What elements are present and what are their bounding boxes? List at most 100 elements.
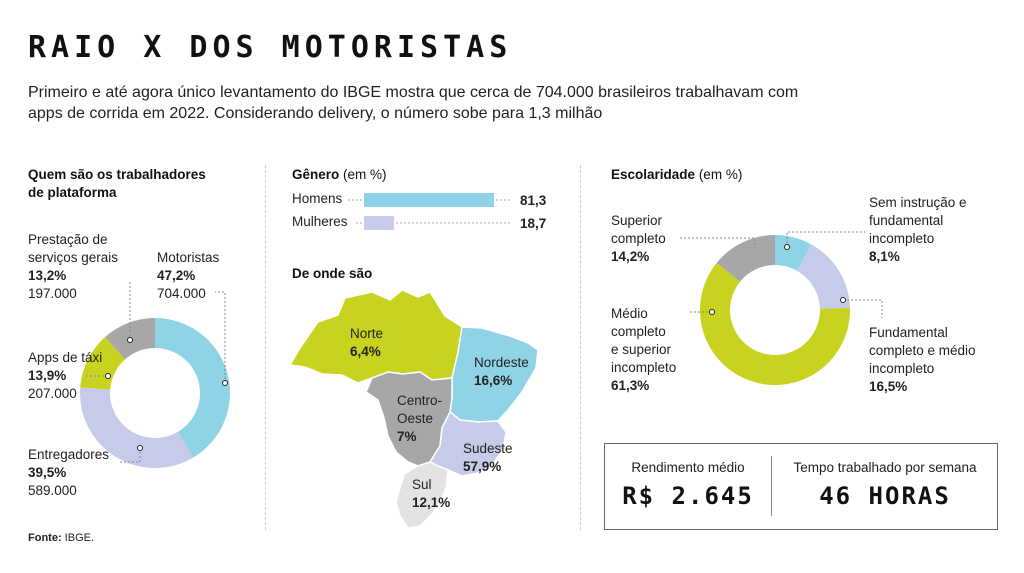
marker-sem-instrucao bbox=[784, 244, 790, 250]
label-motoristas-percent: 47,2% bbox=[157, 268, 196, 283]
education-markers bbox=[709, 244, 846, 315]
label-servicos: Prestação de serviços gerais 13,2% 197.0… bbox=[28, 231, 118, 303]
label-servicos-percent: 13,2% bbox=[28, 268, 67, 283]
workers-markers bbox=[105, 337, 228, 451]
edu-label-sem-instrucao-value: 8,1% bbox=[869, 249, 900, 264]
gender-label-homens: Homens bbox=[292, 191, 343, 206]
label-entregadores-name: Entregadores bbox=[28, 447, 110, 462]
map-heading: De onde são bbox=[292, 265, 372, 283]
edu-label-sem-instrucao-line1: Sem instrução e bbox=[869, 195, 967, 210]
map-label-nordeste: Nordeste 16,6% bbox=[474, 354, 529, 390]
map-label-norte: Norte 6,4% bbox=[350, 325, 383, 361]
leader-sem-instrucao bbox=[786, 231, 865, 247]
map-label-nordeste-value: 16,6% bbox=[474, 373, 513, 388]
edu-label-superior-value: 14,2% bbox=[611, 249, 650, 264]
workers-heading-line1: Quem são os trabalhadores bbox=[28, 167, 206, 182]
map-label-sul: Sul 12,1% bbox=[412, 476, 450, 512]
page-title: RAIO X DOS MOTORISTAS bbox=[28, 30, 513, 65]
education-slice-3 bbox=[716, 234, 775, 282]
edu-label-sem-instrucao-line2: fundamental bbox=[869, 213, 944, 228]
map-label-norte-name: Norte bbox=[350, 326, 384, 341]
leader-superior bbox=[680, 237, 756, 248]
gender-value-mulheres: 18,7 bbox=[520, 216, 547, 231]
label-entregadores-count: 589.000 bbox=[28, 483, 77, 498]
edu-label-medio-line4: incompleto bbox=[611, 360, 677, 375]
gender-label-mulheres: Mulheres bbox=[292, 214, 348, 229]
edu-label-fundamental-value: 16,5% bbox=[869, 379, 908, 394]
region-sudeste bbox=[428, 410, 507, 477]
workers-heading: Quem são os trabalhadores de plataforma bbox=[28, 166, 206, 202]
source-note: Fonte: IBGE. bbox=[28, 532, 94, 544]
education-heading: Escolaridade (em %) bbox=[611, 166, 742, 184]
gender-bar-mulheres bbox=[364, 216, 394, 230]
page-subtitle: Primeiro e até agora único levantamento … bbox=[28, 84, 799, 122]
hours-label: Tempo trabalhado por semana bbox=[793, 460, 977, 475]
label-motoristas-name: Motoristas bbox=[157, 250, 220, 265]
workers-slice-0 bbox=[155, 318, 230, 458]
education-heading-title: Escolaridade bbox=[611, 167, 696, 182]
map-label-centro-oeste-value: 7% bbox=[397, 429, 417, 444]
edu-label-medio: Médio completo e superior incompleto 61,… bbox=[611, 305, 676, 395]
label-taxi-name: Apps de táxi bbox=[28, 350, 103, 365]
edu-label-fundamental-line1: Fundamental bbox=[869, 325, 948, 340]
map-label-sudeste: Sudeste 57,9% bbox=[463, 440, 513, 476]
gender-heading-title: Gênero bbox=[292, 167, 340, 182]
map-label-centro-oeste-line1: Centro- bbox=[397, 393, 443, 408]
label-taxi-percent: 13,9% bbox=[28, 368, 67, 383]
edu-label-medio-value: 61,3% bbox=[611, 378, 650, 393]
column-divider-left bbox=[265, 165, 266, 530]
marker-medio bbox=[709, 309, 715, 315]
map-label-centro-oeste: Centro- Oeste 7% bbox=[397, 392, 442, 446]
label-servicos-line1: Prestação de bbox=[28, 232, 108, 247]
marker-servicos bbox=[127, 337, 133, 343]
map-label-nordeste-name: Nordeste bbox=[474, 355, 529, 370]
column-divider-right bbox=[580, 165, 581, 530]
stats-divider bbox=[771, 456, 772, 516]
marker-motoristas bbox=[222, 380, 228, 386]
education-donut bbox=[700, 234, 850, 385]
label-taxi: Apps de táxi 13,9% 207.000 bbox=[28, 349, 102, 403]
map-label-norte-value: 6,4% bbox=[350, 344, 381, 359]
education-slice-0 bbox=[775, 235, 812, 271]
stats-card: Rendimento médio R$ 2.645 Tempo trabalha… bbox=[604, 443, 998, 530]
edu-label-superior: Superior completo 14,2% bbox=[611, 212, 666, 266]
label-servicos-count: 197.000 bbox=[28, 286, 77, 301]
map-label-sul-value: 12,1% bbox=[412, 495, 451, 510]
gender-heading: Gênero (em %) bbox=[292, 166, 387, 184]
edu-label-superior-line1: Superior bbox=[611, 213, 663, 228]
map-label-sul-name: Sul bbox=[412, 477, 432, 492]
source-label: Fonte: bbox=[28, 532, 62, 544]
label-motoristas: Motoristas 47,2% 704.000 bbox=[157, 249, 219, 303]
education-heading-unit: (em %) bbox=[698, 167, 743, 182]
source-value: IBGE. bbox=[64, 532, 95, 544]
label-entregadores-percent: 39,5% bbox=[28, 465, 67, 480]
map-heading-title: De onde são bbox=[292, 266, 373, 281]
edu-label-medio-line2: completo bbox=[611, 324, 666, 339]
edu-label-fundamental-line2: completo e médio bbox=[869, 343, 976, 358]
edu-label-medio-line3: e superior bbox=[611, 342, 672, 357]
edu-label-fundamental-line3: incompleto bbox=[869, 361, 935, 376]
edu-label-fundamental: Fundamental completo e médio incompleto … bbox=[869, 324, 976, 396]
edu-label-medio-line1: Médio bbox=[611, 306, 648, 321]
marker-fundamental bbox=[840, 297, 846, 303]
education-slice-1 bbox=[796, 244, 850, 309]
gender-value-homens: 81,3 bbox=[520, 193, 547, 208]
workers-heading-line2: de plataforma bbox=[28, 185, 117, 200]
education-slice-2 bbox=[700, 262, 850, 385]
workers-slice-1 bbox=[80, 387, 194, 468]
income-value: R$ 2.645 bbox=[622, 482, 754, 510]
label-taxi-count: 207.000 bbox=[28, 386, 77, 401]
workers-leaders bbox=[84, 282, 226, 463]
label-entregadores: Entregadores 39,5% 589.000 bbox=[28, 446, 109, 500]
map-label-centro-oeste-line2: Oeste bbox=[397, 411, 434, 426]
label-servicos-line2: serviços gerais bbox=[28, 250, 119, 265]
edu-label-superior-line2: completo bbox=[611, 231, 666, 246]
leader-entregadores bbox=[118, 448, 141, 463]
marker-entregadores bbox=[137, 445, 143, 451]
gender-bar-row-mulheres: Mulheres bbox=[292, 213, 550, 233]
gender-bar-row-homens: Homens bbox=[292, 190, 550, 210]
